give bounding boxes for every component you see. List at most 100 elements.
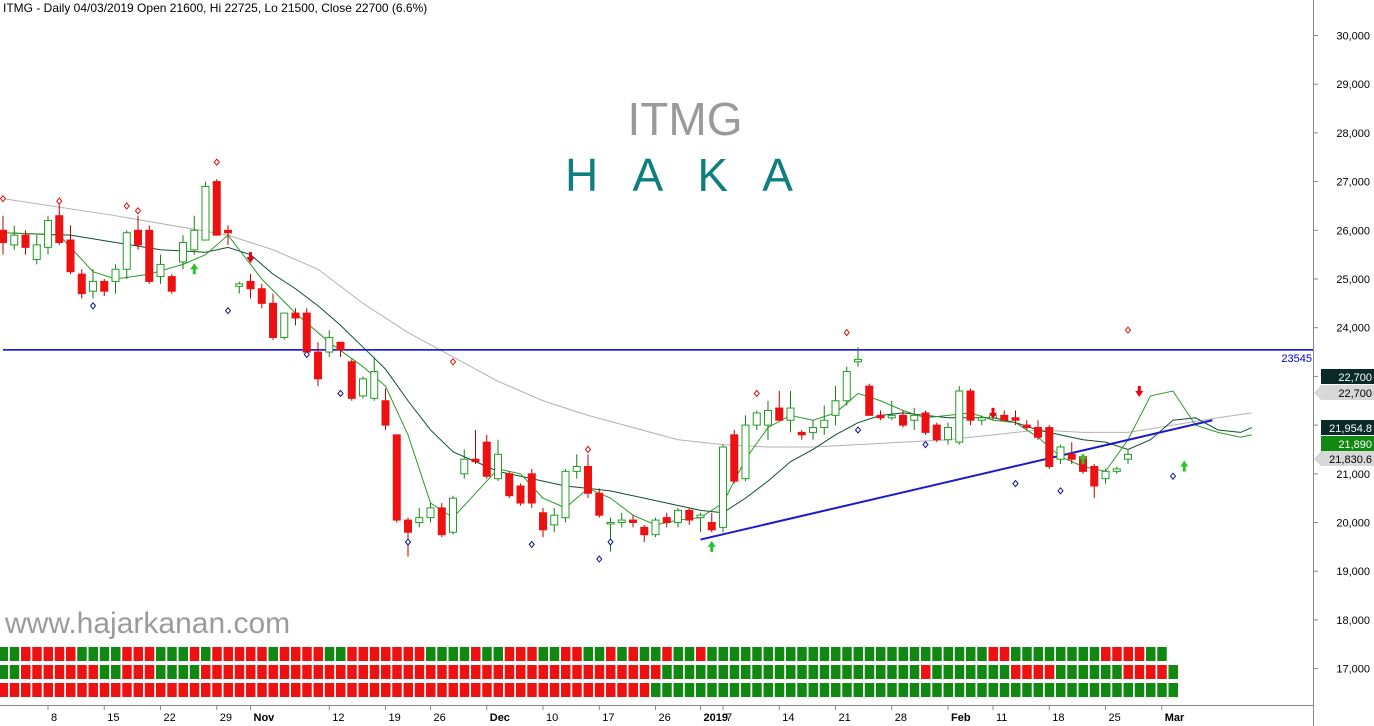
signal-diamond-red xyxy=(213,158,220,166)
support-trendline xyxy=(700,419,1213,541)
indicator-cell xyxy=(471,683,481,697)
candle-body xyxy=(696,514,705,519)
indicator-cell xyxy=(54,665,65,679)
indicator-cell xyxy=(786,665,796,679)
indicator-cell xyxy=(122,665,132,679)
buy-arrow-icon xyxy=(1079,453,1087,465)
candle-body xyxy=(584,465,592,494)
indicator-cell xyxy=(673,683,683,697)
indicator-cell xyxy=(538,683,548,697)
indicator-cell xyxy=(594,665,605,679)
signal-diamond-blue xyxy=(1012,479,1019,488)
candle xyxy=(1011,410,1020,426)
indicator-cell xyxy=(178,647,188,661)
indicator-cell xyxy=(876,683,886,697)
candle-body xyxy=(291,312,300,319)
indicator-cell xyxy=(1022,683,1032,697)
indicator-cell xyxy=(954,683,965,697)
indicator-cell xyxy=(88,665,98,679)
candle xyxy=(449,495,457,535)
indicator-cell xyxy=(54,683,65,697)
indicator-cell xyxy=(156,683,166,697)
indicator-cell xyxy=(223,647,233,661)
candle xyxy=(0,215,7,255)
indicator-cell xyxy=(369,647,380,661)
indicator-cell xyxy=(21,647,31,661)
chart-header: ITMG - Daily 04/03/2019 Open 21600, Hi 2… xyxy=(3,1,428,15)
candle-body xyxy=(392,434,401,521)
candle-body xyxy=(257,288,266,304)
indicator-cell xyxy=(257,665,267,679)
candle-body xyxy=(741,424,750,480)
indicator-cell xyxy=(797,665,807,679)
indicator-cell xyxy=(651,683,661,697)
indicator-cell xyxy=(234,665,245,679)
indicator-cell xyxy=(369,683,380,697)
indicator-cell xyxy=(324,647,335,661)
indicator-cell xyxy=(673,665,683,679)
indicator-cell xyxy=(741,647,751,661)
candle xyxy=(640,524,649,542)
indicator-cell xyxy=(763,665,773,679)
indicator-cell xyxy=(639,683,650,697)
candle xyxy=(966,388,975,426)
candle-body xyxy=(932,424,941,441)
y-tick-label: 30,000 xyxy=(1336,31,1370,43)
indicator-cell xyxy=(1123,647,1133,661)
candle-body xyxy=(32,244,41,261)
candle-body xyxy=(100,280,109,292)
y-tick-label: 29,000 xyxy=(1336,79,1370,91)
candle-body xyxy=(415,517,424,524)
indicator-cell xyxy=(212,647,222,661)
x-tick-label: Dec xyxy=(490,712,510,724)
candle-body xyxy=(977,417,986,421)
indicator-cell xyxy=(1101,647,1111,661)
candle-body xyxy=(10,234,19,246)
candle-body xyxy=(336,341,345,351)
indicator-cell xyxy=(887,683,897,697)
site-watermark: www.hajarkanan.com xyxy=(5,607,291,640)
indicator-cell xyxy=(111,683,121,697)
candle-body xyxy=(674,509,682,524)
candle-body xyxy=(246,280,255,290)
indicator-cell xyxy=(853,683,863,697)
indicator-cell xyxy=(527,665,537,679)
candle xyxy=(224,225,232,245)
candle xyxy=(359,376,367,399)
indicator-cell xyxy=(808,647,818,661)
candle xyxy=(1022,420,1031,430)
indicator-cell xyxy=(797,683,807,697)
signal-diamond-blue xyxy=(528,540,535,549)
x-tick-label: 7 xyxy=(726,712,732,724)
indicator-cell xyxy=(1033,647,1043,661)
candle xyxy=(100,279,109,297)
sell-arrow-icon xyxy=(989,407,997,419)
indicator-cell xyxy=(819,683,830,697)
indicator-cell xyxy=(988,647,998,661)
indicator-cell xyxy=(414,647,425,661)
indicator-cell xyxy=(696,665,706,679)
candle xyxy=(617,512,626,528)
indicator-cell xyxy=(437,647,447,661)
indicator-cell xyxy=(212,683,222,697)
indicator-cell xyxy=(1078,647,1088,661)
candle xyxy=(122,230,131,279)
resistance-label: 23545 xyxy=(1281,353,1312,365)
indicator-cell xyxy=(909,647,920,661)
candle-body xyxy=(595,492,604,516)
candle xyxy=(550,507,559,533)
signal-diamond-blue xyxy=(404,538,412,546)
signal-diamond-blue xyxy=(303,350,310,359)
candle xyxy=(932,422,941,443)
candle-body xyxy=(269,302,277,338)
indicator-cell xyxy=(1022,665,1032,679)
candle-body xyxy=(1124,453,1132,460)
indicator-cell xyxy=(527,647,537,661)
indicator-cell xyxy=(1168,683,1178,697)
indicator-cell xyxy=(358,683,368,697)
candle xyxy=(336,341,345,357)
indicator-cell xyxy=(966,665,976,679)
candle-body xyxy=(1067,453,1076,460)
indicator-cell xyxy=(167,665,177,679)
